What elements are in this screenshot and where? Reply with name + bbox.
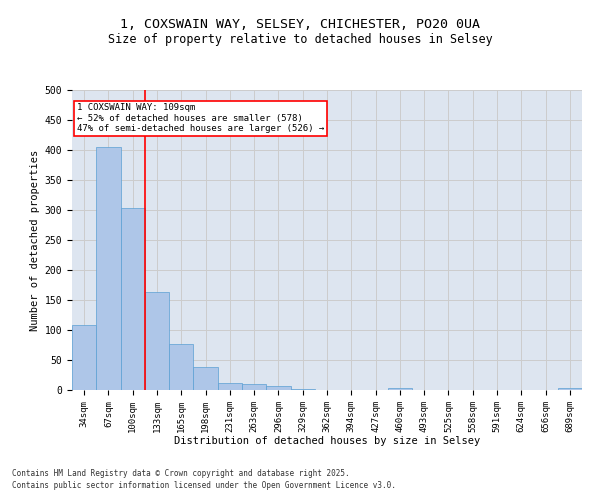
Bar [218,383,242,390]
Bar [169,344,193,390]
X-axis label: Distribution of detached houses by size in Selsey: Distribution of detached houses by size … [174,436,480,446]
Bar [266,386,290,390]
Text: Contains public sector information licensed under the Open Government Licence v3: Contains public sector information licen… [12,481,396,490]
Text: 1, COXSWAIN WAY, SELSEY, CHICHESTER, PO20 0UA: 1, COXSWAIN WAY, SELSEY, CHICHESTER, PO2… [120,18,480,30]
Bar [242,384,266,390]
Bar [145,292,169,390]
Bar [96,147,121,390]
Text: Size of property relative to detached houses in Selsey: Size of property relative to detached ho… [107,32,493,46]
Text: Contains HM Land Registry data © Crown copyright and database right 2025.: Contains HM Land Registry data © Crown c… [12,468,350,477]
Y-axis label: Number of detached properties: Number of detached properties [31,150,40,330]
Bar [388,388,412,390]
Bar [121,208,145,390]
Bar [558,388,582,390]
Bar [290,389,315,390]
Bar [72,325,96,390]
Text: 1 COXSWAIN WAY: 109sqm
← 52% of detached houses are smaller (578)
47% of semi-de: 1 COXSWAIN WAY: 109sqm ← 52% of detached… [77,104,325,134]
Bar [193,367,218,390]
